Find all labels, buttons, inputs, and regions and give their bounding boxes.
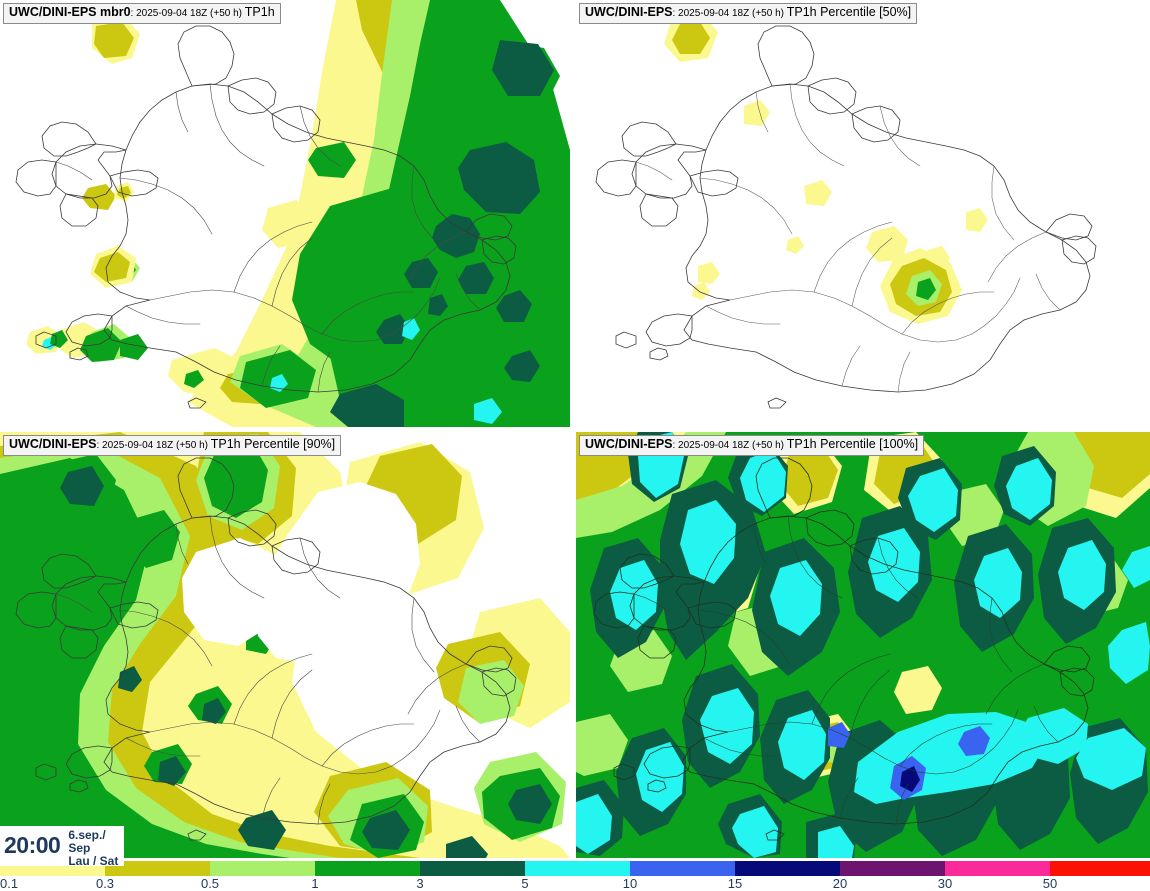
colorbar-tick: 0.1 [0, 876, 19, 891]
panel-title-param: TP1h [244, 5, 275, 19]
colorbar-tick: 20 [832, 876, 848, 891]
panel-percentile-50[interactable]: UWC/DINI-EPS: 2025-09-04 18Z (+50 h) TP1… [576, 0, 1150, 427]
panel-grid: UWC/DINI-EPS mbr0: 2025-09-04 18Z (+50 h… [0, 0, 1150, 858]
colorbar-swatch [630, 861, 735, 876]
valid-time-clock: 20:00 [4, 832, 61, 858]
colorbar-swatch [945, 861, 1050, 876]
colorbar-swatch [420, 861, 525, 876]
colorbar-swatch [840, 861, 945, 876]
panel-title-percentile-90: UWC/DINI-EPS: 2025-09-04 18Z (+50 h) TP1… [3, 435, 342, 456]
panel-title-percentile-100: UWC/DINI-EPS: 2025-09-04 18Z (+50 h) TP1… [579, 435, 925, 456]
colorbar-swatch [105, 861, 210, 876]
valid-date-month: Sep [68, 841, 91, 855]
map-percentile-50 [576, 0, 1150, 427]
colorbar-tick: 0.3 [95, 876, 115, 891]
colorbar-tick: 1 [311, 876, 319, 891]
valid-date-short: 6.sep./ [68, 828, 106, 842]
colorbar-swatch [735, 861, 840, 876]
colorbar-tick-labels: 0.1 0.3 0.5 1 3 5 10 15 20 30 50 [0, 876, 1150, 891]
panel-member0[interactable]: UWC/DINI-EPS mbr0: 2025-09-04 18Z (+50 h… [0, 0, 570, 427]
colorbar-tick: 50 [1042, 876, 1058, 891]
map-percentile-90 [0, 432, 570, 858]
colorbar-tick: 10 [622, 876, 638, 891]
panel-title-run: : 2025-09-04 18Z (+50 h) [672, 8, 787, 19]
colorbar-tick: 0.5 [200, 876, 220, 891]
panel-title-member0: UWC/DINI-EPS mbr0: 2025-09-04 18Z (+50 h… [3, 3, 281, 24]
panel-title-model: UWC/DINI-EPS [585, 5, 673, 19]
panel-percentile-90[interactable]: UWC/DINI-EPS: 2025-09-04 18Z (+50 h) TP1… [0, 432, 570, 858]
map-percentile-100 [576, 432, 1150, 858]
panel-title-run: : 2025-09-04 18Z (+50 h) [672, 440, 787, 451]
panel-title-percentile-50: UWC/DINI-EPS: 2025-09-04 18Z (+50 h) TP1… [579, 3, 918, 24]
panel-title-param: TP1h Percentile [50%] [786, 5, 912, 19]
colorbar-swatch [1050, 861, 1150, 876]
precip-field-percentile-50 [664, 14, 988, 324]
valid-time-stamp: 20:00 6.sep./ Sep Lau / Sat [0, 826, 125, 868]
valid-date-block: 6.sep./ Sep Lau / Sat [68, 828, 118, 868]
precip-field-percentile-90 [0, 432, 570, 858]
colorbar-swatches [0, 861, 1150, 876]
map-member0 [0, 0, 570, 427]
panel-title-param: TP1h Percentile [90%] [210, 437, 336, 451]
panel-title-param: TP1h Percentile [100%] [786, 437, 919, 451]
colorbar-tick: 30 [937, 876, 953, 891]
colorbar-tick: 15 [727, 876, 743, 891]
precipitation-colorbar[interactable]: 0.1 0.3 0.5 1 3 5 10 15 20 30 50 [0, 861, 1150, 891]
precip-field-member0 [26, 0, 570, 427]
panel-title-model: UWC/DINI-EPS [585, 437, 673, 451]
colorbar-swatch [315, 861, 420, 876]
colorbar-tick: 3 [416, 876, 424, 891]
valid-date-weekday: Lau / Sat [68, 854, 119, 868]
colorbar-tick: 5 [521, 876, 529, 891]
panel-title-model: UWC/DINI-EPS [9, 437, 97, 451]
precip-field-percentile-100 [576, 432, 1150, 858]
colorbar-swatch [210, 861, 315, 876]
panel-title-run: : 2025-09-04 18Z (+50 h) [96, 440, 211, 451]
panel-percentile-100[interactable]: UWC/DINI-EPS: 2025-09-04 18Z (+50 h) TP1… [576, 432, 1150, 858]
panel-title-model: UWC/DINI-EPS mbr0 [9, 5, 131, 19]
colorbar-swatch [525, 861, 630, 876]
panel-title-run: : 2025-09-04 18Z (+50 h) [130, 8, 245, 19]
